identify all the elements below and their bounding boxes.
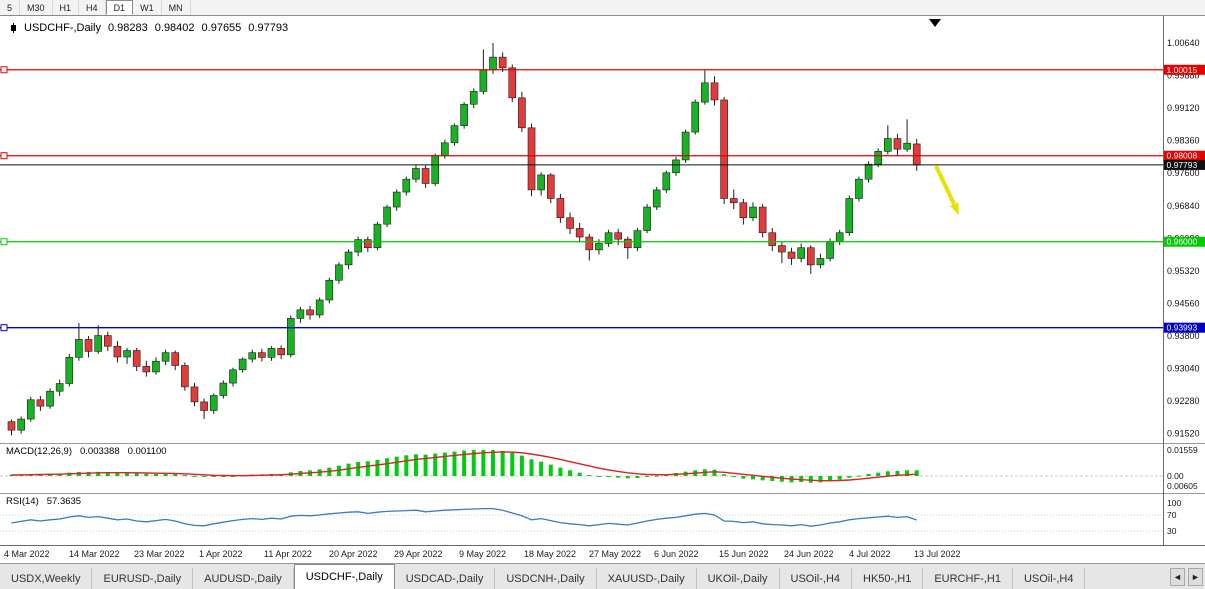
level-anchor-marker[interactable] bbox=[0, 152, 8, 160]
chart-title: USDCHF-,Daily 0.98283 0.98402 0.97655 0.… bbox=[10, 22, 288, 34]
price-axis-label: 0.91520 bbox=[1167, 429, 1200, 439]
tab-usdchf-daily[interactable]: USDCHF-,Daily bbox=[293, 564, 395, 589]
macd-main-value: 0.003388 bbox=[80, 446, 120, 457]
price-badge-resistance bbox=[1164, 64, 1205, 75]
timeframe-button-m30[interactable]: M30 bbox=[20, 0, 53, 15]
rsi-value: 57.3635 bbox=[46, 496, 82, 507]
tab-scroll-right-button[interactable]: ► bbox=[1188, 568, 1203, 586]
tab-usdcad-daily[interactable]: USDCAD-,Daily bbox=[395, 568, 496, 589]
tab-usoil-h4[interactable]: USOil-,H4 bbox=[780, 568, 853, 589]
price-axis-label: 0.97600 bbox=[1167, 168, 1200, 178]
price-axis-label: 0.98360 bbox=[1167, 136, 1200, 146]
price-axis-label: 0.96840 bbox=[1167, 201, 1200, 211]
rsi-name: RSI(14) bbox=[6, 496, 39, 507]
price-badge-label: 1.00015 bbox=[1167, 65, 1198, 75]
tab-usdx-weekly[interactable]: USDX,Weekly bbox=[0, 568, 93, 589]
price-badge-support bbox=[1164, 236, 1205, 247]
date-axis-label: 4 Mar 2022 bbox=[4, 549, 50, 559]
candles bbox=[7, 43, 921, 436]
sell-arrow-line[interactable] bbox=[934, 165, 956, 205]
tab-eurchf-h1[interactable]: EURCHF-,H1 bbox=[923, 568, 1013, 589]
ohlc-open: 0.98283 bbox=[108, 22, 148, 34]
tab-hk50-h1[interactable]: HK50-,H1 bbox=[852, 568, 924, 589]
level-anchor-marker[interactable] bbox=[0, 238, 8, 246]
ohlc-close: 0.97793 bbox=[248, 22, 289, 34]
chart-shift-marker[interactable] bbox=[929, 19, 941, 27]
date-axis-label: 29 Apr 2022 bbox=[394, 549, 443, 559]
price-axis-label: 0.93800 bbox=[1167, 331, 1200, 341]
date-axis-label: 15 Jun 2022 bbox=[719, 549, 769, 559]
date-axis-label: 23 Mar 2022 bbox=[134, 549, 185, 559]
price-badge-label: 0.98008 bbox=[1167, 151, 1198, 161]
tab-xauusd-daily[interactable]: XAUUSD-,Daily bbox=[597, 568, 697, 589]
price-axis-label: 0.99120 bbox=[1167, 103, 1200, 113]
price-axis-label: 1.00640 bbox=[1167, 38, 1200, 48]
price-badge-label: 0.93993 bbox=[1167, 323, 1198, 333]
timeframe-button-h1[interactable]: H1 bbox=[53, 0, 80, 15]
chart-tabs: USDX,Weekly EURUSD-,Daily AUDUSD-,Daily USD… bbox=[0, 563, 1205, 589]
macd-signal-line bbox=[11, 451, 917, 482]
date-axis-label: 1 Apr 2022 bbox=[199, 549, 243, 559]
tab-scroll-buttons: ◄ ► bbox=[1170, 568, 1203, 586]
price-badge-current-price bbox=[1164, 159, 1205, 170]
macd-indicator-label: MACD(12,26,9) 0.003388 0.001100 bbox=[6, 446, 167, 457]
tab-usdcnh-daily[interactable]: USDCNH-,Daily bbox=[495, 568, 597, 589]
price-axis-label: 0.92280 bbox=[1167, 396, 1200, 406]
date-axis-label: 20 Apr 2022 bbox=[329, 549, 378, 559]
rsi-axis-label: 100 bbox=[1167, 498, 1181, 508]
level-anchor-marker[interactable] bbox=[0, 324, 8, 332]
macd-panel-canvas[interactable]: 0.01559 0.000.00605 bbox=[0, 443, 1205, 493]
rsi-panel-canvas[interactable]: 100 70 30 bbox=[0, 493, 1205, 545]
date-axis-label: 13 Jul 2022 bbox=[914, 549, 961, 559]
price-axis-label: 0.99880 bbox=[1167, 71, 1200, 81]
timeframe-button-mn[interactable]: MN bbox=[162, 0, 191, 15]
price-axis-label: 0.94560 bbox=[1167, 298, 1200, 308]
macd-axis-label: 0.00605 bbox=[1167, 481, 1198, 491]
sell-arrow-head[interactable] bbox=[950, 202, 959, 215]
tab-audusd-daily[interactable]: AUDUSD-,Daily bbox=[193, 568, 294, 589]
rsi-axis-label: 70 bbox=[1167, 510, 1177, 520]
rsi-axis-label: 30 bbox=[1167, 526, 1177, 536]
macd-axis-label: 0.00 bbox=[1167, 471, 1184, 481]
candlestick-icon bbox=[10, 23, 17, 33]
price-axis-label: 0.95320 bbox=[1167, 266, 1200, 276]
rsi-indicator-label: RSI(14) 57.3635 bbox=[6, 496, 81, 507]
tab-eurusd-daily[interactable]: EURUSD-,Daily bbox=[92, 568, 194, 589]
price-axis-label: 0.93040 bbox=[1167, 364, 1200, 374]
macd-name: MACD(12,26,9) bbox=[6, 446, 72, 457]
price-badge-resistance bbox=[1164, 150, 1205, 161]
timeframe-button-d1[interactable]: D1 bbox=[105, 0, 134, 15]
timeframe-button-w1[interactable]: W1 bbox=[133, 0, 162, 15]
macd-signal-value: 0.001100 bbox=[127, 446, 167, 457]
timeframe-button-5[interactable]: 5 bbox=[0, 0, 21, 15]
date-axis-label: 18 May 2022 bbox=[524, 549, 577, 559]
tab-usoil-h4[interactable]: USOil-,H4 bbox=[1013, 568, 1086, 589]
date-axis-label: 24 Jun 2022 bbox=[784, 549, 834, 559]
timeframe-toolbar: 5 M30 H1 H4 D1 W1 MN bbox=[0, 0, 1205, 16]
date-axis[interactable]: 4 Mar 2022 14 Mar 2022 23 Mar 2022 1 Apr 20… bbox=[0, 545, 1205, 563]
tab-scroll-left-button[interactable]: ◄ bbox=[1170, 568, 1185, 586]
ohlc-low: 0.97655 bbox=[201, 22, 242, 34]
date-axis-label: 27 May 2022 bbox=[589, 549, 642, 559]
price-badge-support bbox=[1164, 322, 1205, 333]
chart-symbol-label: USDCHF-,Daily bbox=[24, 22, 101, 34]
date-axis-label: 4 Jul 2022 bbox=[849, 549, 891, 559]
date-axis-label: 14 Mar 2022 bbox=[69, 549, 120, 559]
ohlc-high: 0.98402 bbox=[154, 22, 195, 34]
date-axis-label: 9 May 2022 bbox=[459, 549, 507, 559]
price-badge-label: 0.96000 bbox=[1167, 237, 1198, 247]
price-badge-label: 0.97793 bbox=[1167, 160, 1198, 170]
rsi-line bbox=[11, 507, 917, 527]
macd-axis-label: 0.01559 bbox=[1167, 445, 1198, 455]
timeframe-button-h4[interactable]: H4 bbox=[79, 0, 106, 15]
level-anchor-marker[interactable] bbox=[0, 66, 8, 74]
date-axis-label: 6 Jun 2022 bbox=[654, 549, 699, 559]
date-axis-label: 11 Apr 2022 bbox=[264, 549, 312, 559]
main-chart-canvas[interactable]: 1.00640 0.99880 0.99120 0.98360 0.97600 0.968… bbox=[0, 16, 1205, 443]
tab-ukoil-daily[interactable]: UKOil-,Daily bbox=[697, 568, 780, 589]
